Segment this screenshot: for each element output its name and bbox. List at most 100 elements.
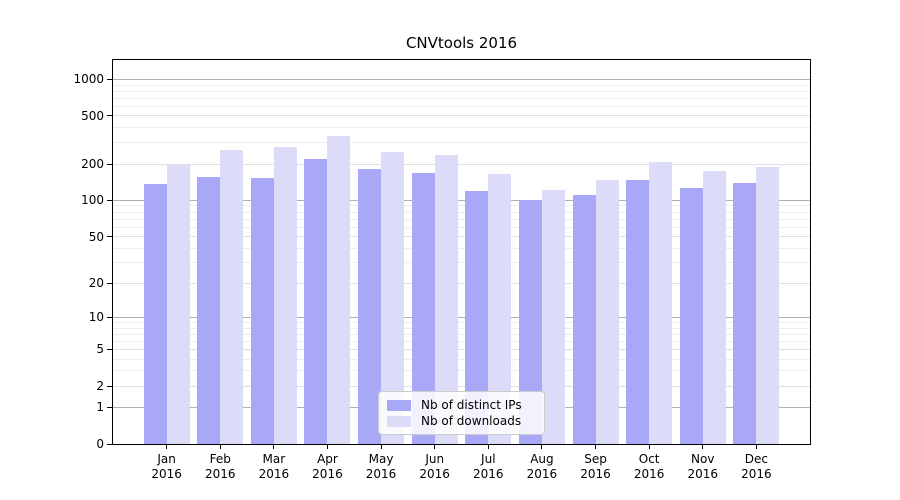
bar-downloads-jul [488, 173, 512, 444]
bar-downloads-feb [220, 150, 244, 444]
gridline [113, 358, 810, 360]
gridline [113, 247, 810, 249]
x-tick-year: 2016 [687, 467, 719, 481]
gridline [113, 226, 810, 228]
x-tick-mark [755, 444, 757, 449]
x-tick-year: 2016 [580, 467, 611, 481]
x-tick-year: 2016 [473, 467, 504, 481]
x-tick-label: Apr 2016 [295, 452, 359, 482]
x-tick-label: Oct 2016 [617, 452, 681, 482]
y-tick-mark [107, 385, 113, 387]
y-tick-label: 50 [88, 229, 104, 244]
bar-downloads-jan [166, 164, 190, 444]
legend-label-distinct-ips: Nb of distinct IPs [421, 398, 522, 412]
x-tick-mark [380, 444, 382, 449]
gridline [113, 348, 810, 350]
x-tick-mark [541, 444, 543, 449]
bar-distinct-ips-oct [626, 179, 650, 444]
bar-distinct-ips-jul [465, 190, 489, 444]
gridline [113, 97, 810, 99]
gridline [113, 327, 810, 329]
x-tick-month: Sep [584, 452, 607, 466]
gridline [113, 282, 810, 284]
gridline [113, 340, 810, 342]
gridline [113, 316, 810, 318]
x-tick-year: 2016 [526, 467, 558, 481]
gridline [113, 218, 810, 220]
y-tick-label: 500 [81, 108, 104, 123]
gridline [113, 211, 810, 213]
legend-label-downloads: Nb of downloads [421, 414, 522, 428]
x-tick-year: 2016 [312, 467, 343, 481]
bar-distinct-ips-sep [572, 195, 596, 444]
y-tick-mark [107, 115, 113, 117]
bar-distinct-ips-dec [733, 182, 757, 444]
y-tick-label: 1 [96, 400, 104, 415]
x-tick-mark [273, 444, 275, 449]
bar-downloads-jun [434, 155, 458, 444]
legend-item-downloads: Nb of downloads [387, 413, 536, 429]
bar-distinct-ips-nov [679, 187, 703, 444]
legend-item-distinct-ips: Nb of distinct IPs [387, 397, 536, 413]
legend-swatch-downloads [387, 415, 411, 427]
bar-downloads-dec [756, 166, 780, 444]
y-tick-mark [107, 78, 113, 80]
x-tick-year: 2016 [741, 467, 772, 481]
x-tick-month: Jun [425, 452, 445, 466]
x-tick-month: Feb [209, 452, 231, 466]
y-tick-label: 1000 [73, 72, 104, 87]
x-tick-mark [219, 444, 221, 449]
gridline [113, 199, 810, 201]
y-tick-mark [107, 163, 113, 165]
gridline [113, 322, 810, 323]
x-tick-label: Jan 2016 [135, 452, 199, 482]
bar-downloads-apr [327, 135, 351, 444]
bar-distinct-ips-jun [411, 173, 435, 444]
x-tick-mark [595, 444, 597, 449]
x-tick-label: Jul 2016 [456, 452, 520, 482]
y-tick-mark [107, 348, 113, 350]
x-tick-year: 2016 [419, 467, 450, 481]
y-tick-label: 5 [96, 342, 104, 357]
gridline [113, 78, 810, 80]
y-tick-mark [107, 316, 113, 318]
bar-distinct-ips-jan [143, 183, 167, 444]
bar-downloads-aug [541, 189, 565, 444]
x-tick-month: Oct [638, 452, 660, 466]
x-tick-month: Aug [530, 452, 554, 466]
x-tick-month: Jan [157, 452, 176, 466]
gridline [113, 105, 810, 107]
x-tick-mark [648, 444, 650, 449]
x-tick-label: Feb 2016 [188, 452, 252, 482]
legend: Nb of distinct IPs Nb of downloads [378, 391, 545, 435]
x-tick-month: Jul [481, 452, 496, 466]
y-tick-label: 200 [81, 157, 104, 172]
x-tick-label: Aug 2016 [510, 452, 574, 482]
x-tick-label: Jun 2016 [403, 452, 467, 482]
y-tick-label: 10 [88, 310, 104, 325]
y-tick-label: 100 [81, 193, 104, 208]
x-tick-year: 2016 [258, 467, 290, 481]
x-tick-month: Apr [317, 452, 338, 466]
legend-swatch-distinct-ips [387, 399, 411, 411]
y-tick-label: 20 [88, 276, 104, 291]
y-tick-mark [107, 406, 113, 408]
x-tick-month: Dec [744, 452, 768, 466]
bar-distinct-ips-feb [197, 177, 221, 444]
gridline [113, 90, 810, 92]
gridline [113, 163, 810, 165]
y-tick-mark [107, 282, 113, 284]
x-tick-month: Mar [262, 452, 286, 466]
x-tick-label: Dec 2016 [724, 452, 788, 482]
bar-distinct-ips-apr [304, 159, 328, 444]
y-tick-label: 0 [96, 437, 104, 451]
x-tick-year: 2016 [633, 467, 665, 481]
x-tick-label: Sep 2016 [564, 452, 628, 482]
y-tick-mark [107, 236, 113, 238]
x-tick-year: 2016 [151, 467, 182, 481]
x-tick-label: Mar 2016 [242, 452, 306, 482]
x-tick-mark [702, 444, 704, 449]
bar-downloads-nov [702, 171, 726, 444]
x-tick-mark [166, 444, 168, 449]
gridline [113, 115, 810, 117]
